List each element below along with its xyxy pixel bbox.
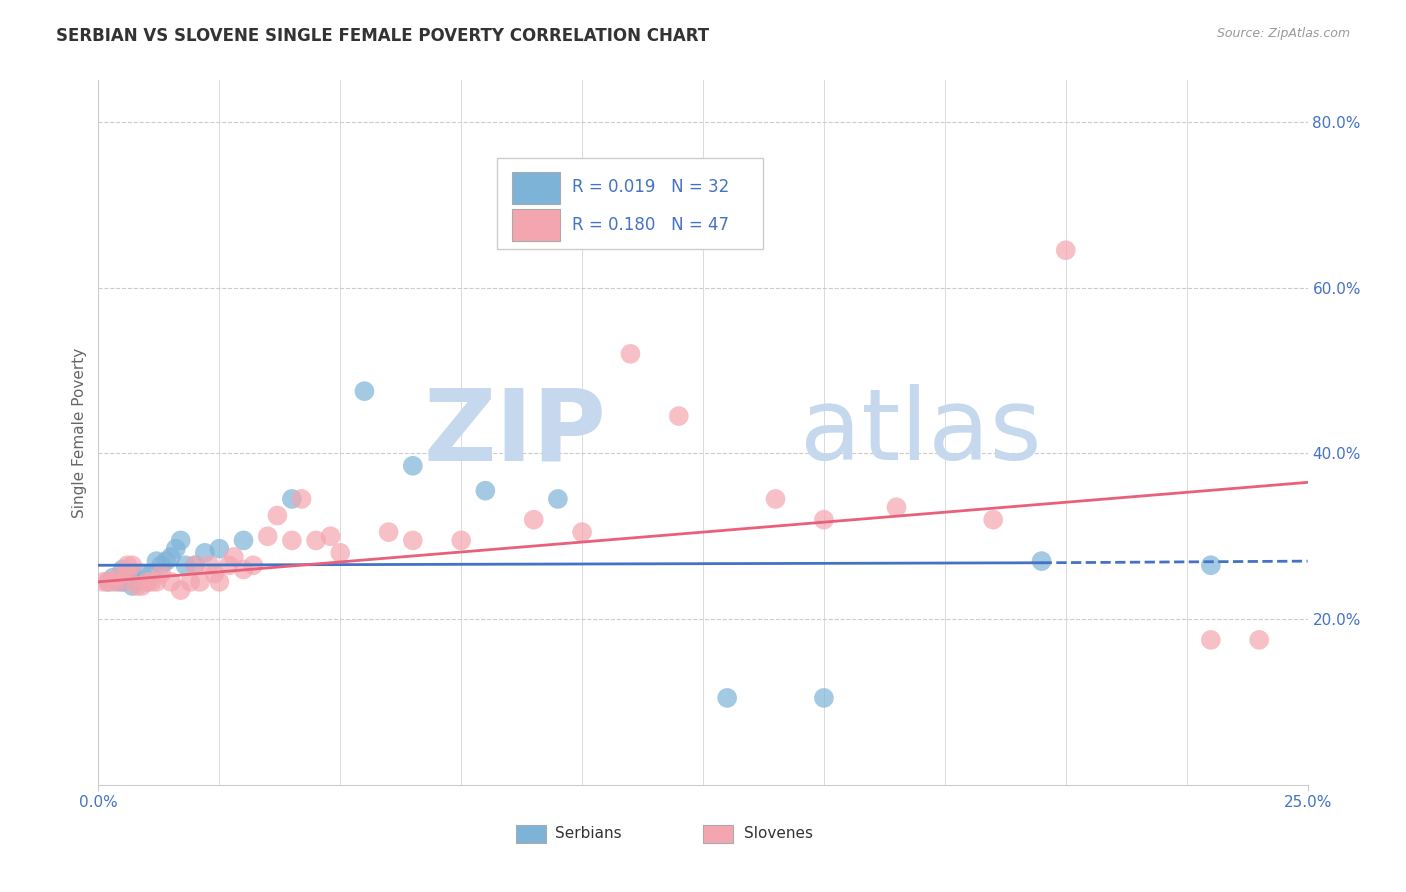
- Point: [145, 554, 167, 568]
- Point: [117, 558, 139, 573]
- Text: atlas: atlas: [800, 384, 1042, 481]
- Text: R = 0.019   N = 32: R = 0.019 N = 32: [572, 178, 730, 196]
- Point: [111, 574, 134, 589]
- Point: [127, 574, 149, 589]
- Point: [107, 574, 129, 589]
- Point: [813, 513, 835, 527]
- Point: [619, 347, 641, 361]
- Point: [135, 574, 157, 589]
- Point: [150, 566, 173, 581]
- Point: [242, 558, 264, 573]
- Point: [1054, 244, 1077, 258]
- Point: [1031, 554, 1053, 568]
- Point: [194, 546, 217, 560]
- Point: [117, 566, 139, 581]
- Point: [256, 529, 278, 543]
- Point: [101, 574, 124, 589]
- Point: [184, 558, 207, 573]
- Point: [160, 549, 183, 564]
- Point: [135, 574, 157, 589]
- Point: [141, 566, 163, 581]
- Point: [290, 491, 312, 506]
- Point: [232, 533, 254, 548]
- Point: [402, 458, 425, 473]
- Point: [547, 491, 569, 506]
- Point: [204, 566, 226, 581]
- Point: [450, 533, 472, 548]
- Point: [155, 554, 177, 568]
- Point: [319, 529, 342, 543]
- Point: [91, 574, 114, 589]
- Point: [353, 384, 375, 399]
- Point: [160, 574, 183, 589]
- Point: [981, 513, 1004, 527]
- Bar: [512, 172, 561, 203]
- Point: [266, 508, 288, 523]
- Point: [111, 574, 134, 589]
- Bar: [498, 158, 763, 250]
- Point: [111, 562, 134, 576]
- Point: [305, 533, 328, 548]
- Text: R = 0.180   N = 47: R = 0.180 N = 47: [572, 216, 730, 234]
- Point: [165, 541, 187, 556]
- Point: [141, 574, 163, 589]
- Point: [198, 558, 221, 573]
- Point: [169, 583, 191, 598]
- Point: [1199, 558, 1222, 573]
- Point: [813, 690, 835, 705]
- Point: [121, 579, 143, 593]
- Point: [179, 574, 201, 589]
- Text: Serbians: Serbians: [555, 826, 621, 841]
- Point: [150, 558, 173, 573]
- Point: [222, 549, 245, 564]
- Point: [131, 579, 153, 593]
- Point: [188, 574, 211, 589]
- Point: [174, 558, 197, 573]
- Point: [886, 500, 908, 515]
- Text: SERBIAN VS SLOVENE SINGLE FEMALE POVERTY CORRELATION CHART: SERBIAN VS SLOVENE SINGLE FEMALE POVERTY…: [56, 27, 710, 45]
- Point: [232, 562, 254, 576]
- Point: [101, 571, 124, 585]
- Point: [131, 566, 153, 581]
- Point: [145, 574, 167, 589]
- Point: [402, 533, 425, 548]
- Point: [97, 574, 120, 589]
- Point: [121, 566, 143, 581]
- Point: [571, 525, 593, 540]
- Point: [281, 491, 304, 506]
- Text: Slovenes: Slovenes: [744, 826, 813, 841]
- Point: [668, 409, 690, 423]
- Point: [474, 483, 496, 498]
- Point: [329, 546, 352, 560]
- Point: [523, 513, 546, 527]
- Point: [208, 541, 231, 556]
- Point: [218, 558, 240, 573]
- Point: [169, 533, 191, 548]
- Point: [1199, 632, 1222, 647]
- Point: [765, 491, 787, 506]
- Point: [377, 525, 399, 540]
- Point: [117, 566, 139, 581]
- Bar: [512, 210, 561, 241]
- Point: [97, 574, 120, 589]
- Bar: [516, 825, 546, 843]
- Point: [281, 533, 304, 548]
- Y-axis label: Single Female Poverty: Single Female Poverty: [72, 348, 87, 517]
- Point: [107, 571, 129, 585]
- Text: ZIP: ZIP: [423, 384, 606, 481]
- Point: [127, 579, 149, 593]
- Point: [208, 574, 231, 589]
- Bar: [703, 825, 734, 843]
- Point: [184, 558, 207, 573]
- Text: Source: ZipAtlas.com: Source: ZipAtlas.com: [1216, 27, 1350, 40]
- Point: [1249, 632, 1271, 647]
- Point: [716, 690, 738, 705]
- Point: [121, 558, 143, 573]
